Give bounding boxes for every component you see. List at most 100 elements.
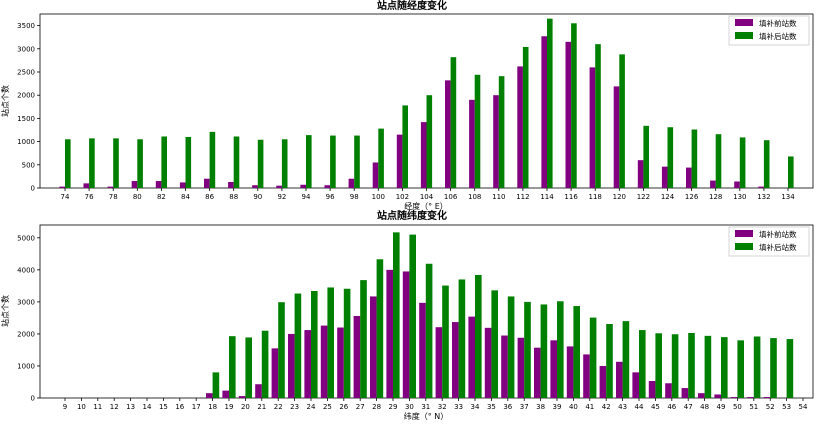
- x-tick-label: 48: [700, 403, 709, 411]
- bar-after-fill: [522, 46, 529, 188]
- bar-after-fill: [691, 129, 698, 188]
- longitude-bars: [59, 18, 794, 189]
- longitude-legend-label-after: 填补后站数: [759, 31, 797, 41]
- bar-after-fill: [557, 301, 564, 398]
- y-tick-label: 3500: [17, 22, 35, 30]
- bar-before-fill: [107, 186, 114, 188]
- y-tick-label: 1000: [17, 138, 35, 146]
- bar-before-fill: [59, 186, 65, 188]
- x-tick-label: 40: [569, 403, 578, 411]
- bar-before-fill: [763, 397, 771, 398]
- bar-before-fill: [565, 41, 572, 189]
- x-tick-label: 49: [717, 403, 726, 411]
- bar-after-fill: [89, 138, 95, 188]
- y-tick-label: 0: [31, 395, 35, 403]
- bar-after-fill: [281, 139, 288, 188]
- bar-after-fill: [524, 301, 531, 398]
- y-tick-label: 3000: [17, 45, 35, 53]
- x-tick-label: 41: [585, 403, 594, 411]
- latitude-legend-label-after: 填补后站数: [759, 242, 797, 252]
- x-tick-label: 22: [274, 403, 283, 411]
- bar-after-fill: [327, 287, 334, 398]
- bar-after-fill: [739, 137, 746, 188]
- bar-before-fill: [734, 181, 740, 188]
- bar-after-fill: [753, 336, 761, 398]
- bar-before-fill: [599, 365, 607, 398]
- bar-after-fill: [498, 76, 505, 188]
- bar-after-fill: [770, 338, 777, 398]
- bar-before-fill: [402, 271, 410, 398]
- x-tick-label: 120: [613, 193, 626, 201]
- x-tick-label: 34: [471, 403, 480, 411]
- bar-after-fill: [343, 288, 351, 398]
- bar-before-fill: [534, 347, 541, 398]
- x-tick-label: 35: [487, 403, 496, 411]
- bar-before-fill: [616, 361, 623, 398]
- bar-before-fill: [648, 381, 656, 398]
- bar-before-fill: [710, 180, 716, 188]
- x-tick-label: 39: [553, 403, 562, 411]
- latitude-legend: 填补前站数 填补后站数: [728, 226, 810, 257]
- x-tick-label: 128: [709, 193, 722, 201]
- bar-after-fill: [113, 138, 119, 188]
- y-tick-label: 2000: [17, 330, 35, 338]
- x-tick-label: 23: [290, 403, 299, 411]
- bar-after-fill: [655, 333, 662, 398]
- bar-before-fill: [131, 181, 138, 188]
- bar-before-fill: [517, 66, 523, 188]
- longitude-y-axis-label: 站点个数: [0, 85, 10, 117]
- bar-after-fill: [589, 317, 597, 398]
- bar-after-fill: [622, 321, 630, 398]
- x-tick-label: 12: [110, 403, 119, 411]
- bar-after-fill: [737, 340, 744, 398]
- x-tick-label: 104: [420, 193, 434, 201]
- x-tick-label: 21: [257, 403, 266, 411]
- x-tick-label: 108: [468, 193, 481, 201]
- x-tick-label: 98: [350, 193, 359, 201]
- x-tick-label: 92: [277, 193, 286, 201]
- x-tick-label: 80: [133, 193, 142, 201]
- bar-after-fill: [261, 330, 269, 398]
- bar-before-fill: [372, 162, 379, 188]
- bar-after-fill: [571, 23, 577, 189]
- x-tick-label: 116: [564, 193, 578, 201]
- x-tick-label: 84: [181, 193, 190, 201]
- bar-before-fill: [714, 394, 721, 398]
- bar-before-fill: [255, 384, 262, 398]
- bar-after-fill: [245, 337, 252, 398]
- bar-after-fill: [209, 131, 216, 188]
- x-tick-label: 90: [253, 193, 262, 201]
- x-tick-label: 31: [421, 403, 430, 411]
- x-tick-label: 13: [126, 403, 135, 411]
- x-tick-label: 10: [77, 403, 86, 411]
- bar-before-fill: [665, 383, 672, 398]
- x-tick-label: 110: [492, 193, 505, 201]
- bar-before-fill: [445, 80, 451, 188]
- bar-after-fill: [507, 296, 515, 398]
- x-tick-label: 38: [536, 403, 545, 411]
- bar-after-fill: [643, 125, 649, 188]
- bar-before-fill: [396, 134, 403, 188]
- longitude-y-axis: 0 500 1000 1500 2000 2500 3000 3500: [17, 22, 40, 193]
- bar-after-fill: [606, 323, 613, 398]
- bar-after-fill: [360, 280, 367, 398]
- bar-before-fill: [238, 396, 246, 398]
- bar-after-fill: [450, 57, 457, 188]
- bar-before-fill: [304, 330, 311, 398]
- bar-after-fill: [540, 304, 548, 398]
- bar-before-fill: [686, 167, 692, 188]
- bar-before-fill: [83, 183, 90, 188]
- x-tick-label: 9: [63, 403, 67, 411]
- bar-before-fill: [252, 185, 258, 188]
- x-tick-label: 94: [302, 193, 311, 201]
- x-tick-label: 114: [540, 193, 554, 201]
- bar-before-fill: [632, 372, 639, 398]
- x-tick-label: 18: [208, 403, 217, 411]
- y-tick-label: 3000: [17, 298, 35, 306]
- bar-after-fill: [619, 54, 625, 189]
- bar-after-fill: [788, 156, 794, 188]
- x-tick-label: 134: [781, 193, 795, 201]
- bar-before-fill: [698, 393, 705, 398]
- x-tick-label: 86: [205, 193, 214, 201]
